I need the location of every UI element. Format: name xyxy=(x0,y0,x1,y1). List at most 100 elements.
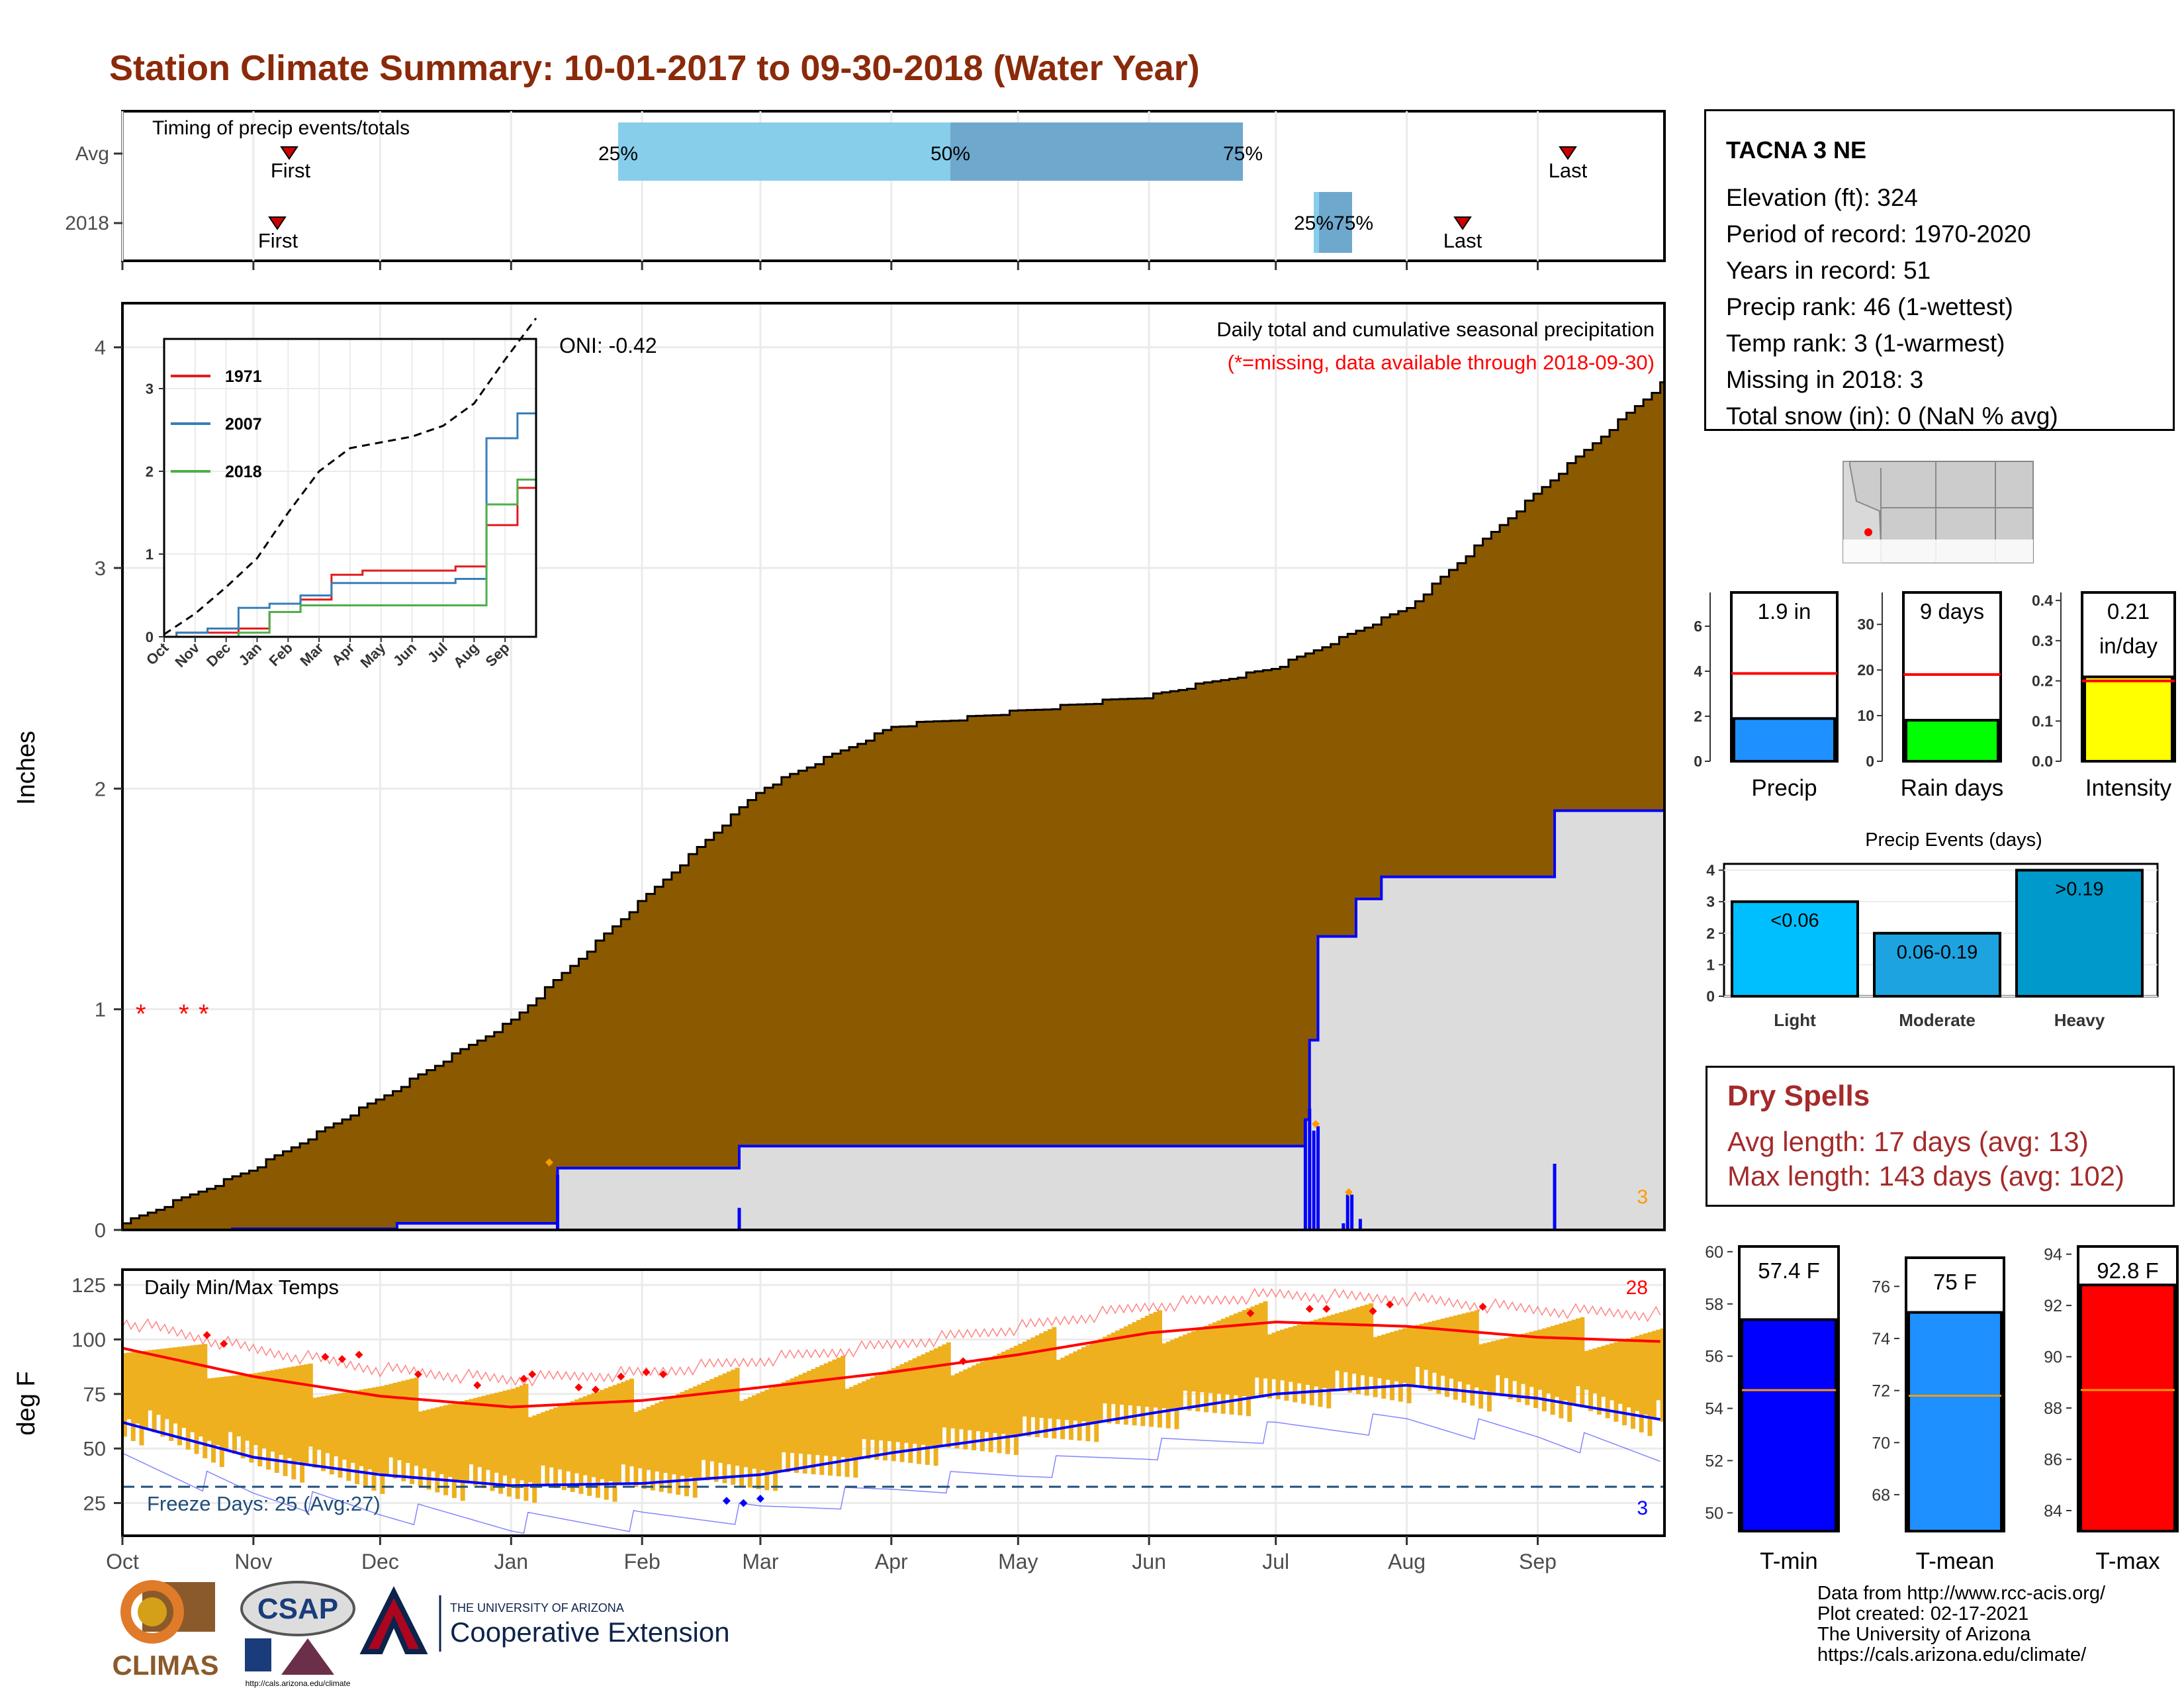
temp-day-bar xyxy=(743,1399,749,1468)
tmin-summary-ytick-label: 50 xyxy=(1705,1504,1723,1523)
temp-day-bar xyxy=(595,1391,600,1498)
temp-day-bar xyxy=(676,1393,681,1495)
intensity-summary-bar xyxy=(2083,675,2173,763)
page-title: Station Climate Summary: 10-01-2017 to 0… xyxy=(109,48,1200,88)
temp-day-bar xyxy=(181,1346,187,1428)
temp-day-bar xyxy=(1094,1340,1099,1442)
temp-day-bar xyxy=(1567,1321,1572,1423)
temp-day-bar xyxy=(972,1365,977,1450)
temp-day-bar xyxy=(591,1393,596,1477)
temp-ylabel: deg F xyxy=(13,1371,40,1435)
temp-day-bar xyxy=(1229,1315,1234,1415)
temp-day-bar xyxy=(1022,1341,1027,1417)
temp-day-bar xyxy=(410,1378,415,1484)
record-high-marker xyxy=(574,1383,583,1391)
temp-day-bar xyxy=(938,1346,943,1447)
temp-day-bar xyxy=(173,1347,178,1424)
temp-day-bar xyxy=(786,1380,791,1473)
temp-day-bar xyxy=(1030,1337,1036,1417)
temp-day-bar xyxy=(684,1389,689,1497)
temp-day-bar xyxy=(1626,1338,1631,1408)
tmin-summary-ytick-label: 58 xyxy=(1705,1295,1723,1314)
temp-day-bar xyxy=(895,1366,901,1442)
temp-day-bar xyxy=(498,1391,504,1494)
temp-day-bar xyxy=(1432,1321,1437,1373)
temp-day-bar xyxy=(1479,1344,1484,1409)
temp-day-bar xyxy=(287,1367,292,1458)
temp-day-bar xyxy=(1635,1336,1640,1411)
temp-day-bar xyxy=(1073,1351,1078,1421)
month-tick-label: Jan xyxy=(494,1550,528,1573)
temp-day-bar xyxy=(731,1370,736,1485)
temp-day-bar xyxy=(418,1411,423,1487)
precip-summary-label: Precip xyxy=(1751,775,1817,801)
temp-day-bar xyxy=(481,1395,486,1489)
temp-day-bar xyxy=(1322,1317,1327,1388)
temp-day-bar xyxy=(1474,1310,1479,1388)
events-ytick-label: 3 xyxy=(1706,893,1715,910)
temp-day-bar xyxy=(451,1403,457,1499)
temp-day-bar xyxy=(1508,1336,1513,1399)
temp-day-bar xyxy=(1267,1334,1272,1399)
temp-day-bar xyxy=(439,1406,444,1475)
temp-day-bar xyxy=(1216,1320,1222,1394)
y2018-pct-label: 25%75% xyxy=(1294,212,1373,234)
temp-day-bar xyxy=(414,1378,419,1466)
rain-days-summary-bar xyxy=(1905,718,1999,763)
temp-day-bar xyxy=(1347,1309,1353,1393)
temp-day-bar xyxy=(1212,1322,1217,1413)
temp-day-bar xyxy=(346,1391,351,1481)
precip-ytick-label: 0 xyxy=(95,1219,106,1242)
temp-day-bar xyxy=(1491,1340,1496,1393)
temp-day-bar xyxy=(705,1380,710,1481)
station-location-dot xyxy=(1864,528,1872,536)
avg-last-label: Last xyxy=(1549,159,1588,182)
temp-day-bar xyxy=(1026,1339,1032,1437)
temp-day-bar xyxy=(1343,1311,1348,1372)
events-bar-label: >0.19 xyxy=(2055,879,2103,900)
temp-day-bar xyxy=(460,1401,465,1501)
temp-day-bar xyxy=(1643,1333,1649,1415)
temp-day-bar xyxy=(1592,1348,1598,1393)
temp-day-bar xyxy=(760,1391,765,1470)
temp-day-bar xyxy=(633,1411,639,1487)
record-high-marker xyxy=(520,1374,528,1383)
precip-summary-value-label: 1.9 in xyxy=(1758,599,1811,624)
daily-precip-bar xyxy=(1345,1194,1349,1230)
temp-day-bar xyxy=(612,1385,617,1502)
precip-summary-bar xyxy=(1733,717,1836,763)
tmin-summary-ytick-label: 54 xyxy=(1705,1400,1723,1419)
record-high-marker xyxy=(220,1340,228,1348)
tmean-summary-value-label: 75 F xyxy=(1933,1270,1977,1294)
daily-precip-bar xyxy=(1308,1108,1312,1230)
temp-day-bar xyxy=(1440,1319,1445,1376)
temp-day-bar xyxy=(1081,1347,1087,1422)
temp-day-bar xyxy=(1259,1303,1264,1398)
temp-day-bar xyxy=(135,1351,140,1424)
temp-day-bar xyxy=(883,1372,888,1461)
temp-day-bar xyxy=(642,1409,647,1489)
temp-day-bar xyxy=(1512,1336,1518,1382)
temp-day-bar xyxy=(139,1351,144,1446)
temp-day-bar xyxy=(853,1385,858,1478)
temp-day-bar xyxy=(891,1368,896,1462)
temp-day-bar xyxy=(1005,1349,1011,1454)
temp-day-bar xyxy=(616,1383,621,1483)
ua-logo: THE UNIVERSITY OF ARIZONA Cooperative Ex… xyxy=(359,1586,730,1655)
temp-day-bar xyxy=(841,1356,846,1458)
temp-day-bar xyxy=(300,1365,305,1483)
temp-day-bar xyxy=(1622,1339,1627,1426)
temp-day-bar xyxy=(266,1370,271,1470)
temp-day-bar xyxy=(1449,1316,1454,1379)
temp-day-bar xyxy=(1516,1335,1522,1403)
intensity-summary-ytick-label: 0.1 xyxy=(2032,712,2053,729)
ua-small-text: THE UNIVERSITY OF ARIZONA xyxy=(450,1601,624,1615)
temp-day-bar xyxy=(1280,1329,1285,1381)
y2018-last-label: Last xyxy=(1443,229,1482,252)
temp-day-bar xyxy=(169,1348,174,1441)
temp-day-bar xyxy=(506,1389,512,1497)
temp-day-bar xyxy=(1115,1330,1120,1425)
temp-day-bar xyxy=(295,1366,300,1462)
dry-spells-max: Max length: 143 days (avg: 102) xyxy=(1727,1160,2125,1192)
svg-text:*: * xyxy=(199,1000,209,1029)
